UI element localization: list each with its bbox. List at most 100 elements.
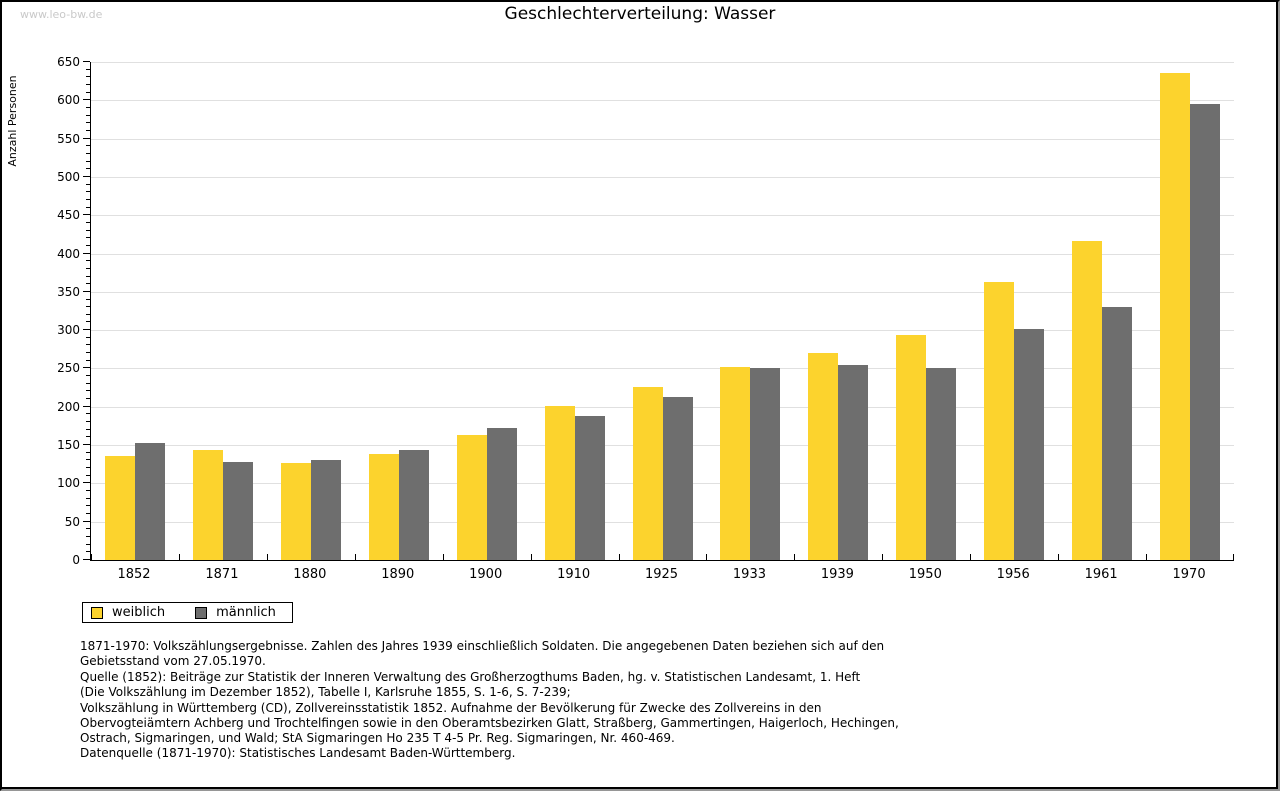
bar-weiblich-1939: [808, 353, 839, 560]
x-axis-category-label: 1852: [117, 567, 151, 582]
y-axis-minor-tick: [86, 467, 90, 469]
y-axis-tick-label: 150: [57, 438, 80, 453]
y-axis-minor-tick: [86, 436, 90, 438]
bar-weiblich-1910: [544, 406, 575, 560]
bar-weiblich-1956: [984, 281, 1015, 560]
y-axis-minor-tick: [86, 390, 90, 392]
x-axis-tick: [266, 554, 268, 560]
y-axis-major-tick: [83, 137, 90, 139]
bar-weiblich-1970: [1160, 72, 1191, 560]
bar-weiblich-1925: [632, 386, 663, 560]
y-axis-minor-tick: [86, 321, 90, 323]
y-axis-minor-tick: [86, 413, 90, 415]
bar-männlich-1910: [574, 415, 605, 560]
footnote-line: Ostrach, Sigmaringen, und Wald; StA Sigm…: [80, 731, 675, 746]
x-axis-category-label: 1900: [469, 567, 503, 582]
bar-männlich-1925: [662, 396, 693, 560]
y-axis-minor-tick: [86, 91, 90, 93]
y-axis-minor-tick: [86, 497, 90, 499]
y-axis-minor-tick: [86, 114, 90, 116]
y-axis-tick-label: 600: [57, 93, 80, 108]
footnotes: 1871-1970: Volkszählungsergebnisse. Zahl…: [80, 639, 899, 747]
y-axis-minor-tick: [86, 106, 90, 108]
y-axis-minor-tick: [86, 129, 90, 131]
x-axis-category-label: 1890: [381, 567, 415, 582]
y-axis-minor-tick: [86, 336, 90, 338]
y-axis-minor-tick: [86, 76, 90, 78]
y-axis-minor-tick: [86, 168, 90, 170]
x-axis-tick: [882, 554, 884, 560]
y-axis-minor-tick: [86, 229, 90, 231]
y-axis-minor-tick: [86, 260, 90, 262]
y-axis-tick-label: 0: [72, 553, 80, 567]
y-axis-minor-tick: [86, 244, 90, 246]
y-axis-major-tick: [83, 444, 90, 446]
y-axis-minor-tick: [86, 221, 90, 223]
x-axis-category-label: 1880: [293, 567, 327, 582]
y-axis-major-tick: [83, 99, 90, 101]
bar-männlich-1933: [750, 368, 781, 560]
footnote-line: Obervogteiämtern Achberg und Trochtelfin…: [80, 716, 899, 731]
y-axis-minor-tick: [86, 298, 90, 300]
y-axis-minor-tick: [86, 283, 90, 285]
y-axis-minor-tick: [86, 543, 90, 545]
bar-männlich-1956: [1014, 328, 1045, 560]
y-axis-tick-label: 450: [57, 208, 80, 223]
x-axis-tick: [794, 554, 796, 560]
y-axis-minor-tick: [86, 398, 90, 400]
y-axis-minor-tick: [86, 505, 90, 507]
gridline: [91, 100, 1234, 102]
x-axis-category-label: 1956: [996, 567, 1030, 582]
y-axis-major-tick: [83, 482, 90, 484]
legend-label: weiblich: [112, 605, 166, 620]
y-axis-minor-tick: [86, 536, 90, 537]
y-axis-minor-tick: [86, 474, 90, 476]
gridline: [91, 330, 1234, 332]
y-axis-minor-tick: [86, 382, 90, 384]
x-axis-category-label: 1871: [205, 567, 239, 582]
chart-title: Geschlechterverteilung: Wasser: [504, 4, 776, 24]
y-axis-major-tick: [83, 520, 90, 522]
y-axis-major-tick: [83, 367, 90, 369]
x-axis-tick: [530, 554, 532, 560]
x-axis-category-label: 1950: [908, 567, 942, 582]
y-axis-major-tick: [83, 175, 90, 177]
y-axis-minor-tick: [86, 267, 90, 269]
y-axis-minor-tick: [86, 313, 90, 315]
legend-swatch-weiblich: [91, 606, 103, 619]
y-axis-minor-tick: [86, 68, 90, 70]
legend-item: weiblich: [91, 606, 165, 619]
bar-männlich-1880: [310, 460, 341, 560]
y-axis-major-tick: [83, 559, 90, 560]
bar-weiblich-1933: [720, 366, 751, 560]
y-axis-minor-tick: [86, 459, 90, 461]
y-axis-tick-label: 550: [57, 131, 80, 146]
y-axis-minor-tick: [86, 359, 90, 361]
y-axis-major-tick: [83, 252, 90, 254]
y-axis-major-tick: [83, 214, 90, 216]
y-axis-minor-tick: [86, 160, 90, 162]
y-axis-tick-label: 650: [57, 55, 80, 69]
y-axis-minor-tick: [86, 451, 90, 453]
x-axis-tick: [178, 554, 180, 560]
y-axis-minor-tick: [86, 122, 90, 124]
y-axis-tick-label: 100: [57, 476, 80, 491]
gridline: [91, 215, 1234, 217]
y-axis-minor-tick: [86, 352, 90, 354]
gridline: [91, 176, 1234, 178]
bar-männlich-1961: [1102, 307, 1133, 560]
x-axis-tick: [91, 554, 92, 560]
y-axis-minor-tick: [86, 152, 90, 154]
y-axis-tick-label: 500: [57, 169, 80, 184]
gridline: [91, 62, 1234, 63]
plot-area: [90, 62, 1234, 561]
y-axis-major-tick: [83, 329, 90, 331]
y-axis-minor-tick: [86, 275, 90, 277]
y-axis-minor-tick: [86, 83, 90, 85]
bar-männlich-1939: [838, 364, 869, 560]
footnote-line: 1871-1970: Volkszählungsergebnisse. Zahl…: [80, 639, 885, 653]
data-source-line: Datenquelle (1871-1970): Statistisches L…: [80, 746, 516, 760]
y-axis-title: Anzahl Personen: [6, 75, 19, 167]
y-axis-minor-tick: [86, 513, 90, 515]
bar-männlich-1950: [926, 368, 957, 560]
